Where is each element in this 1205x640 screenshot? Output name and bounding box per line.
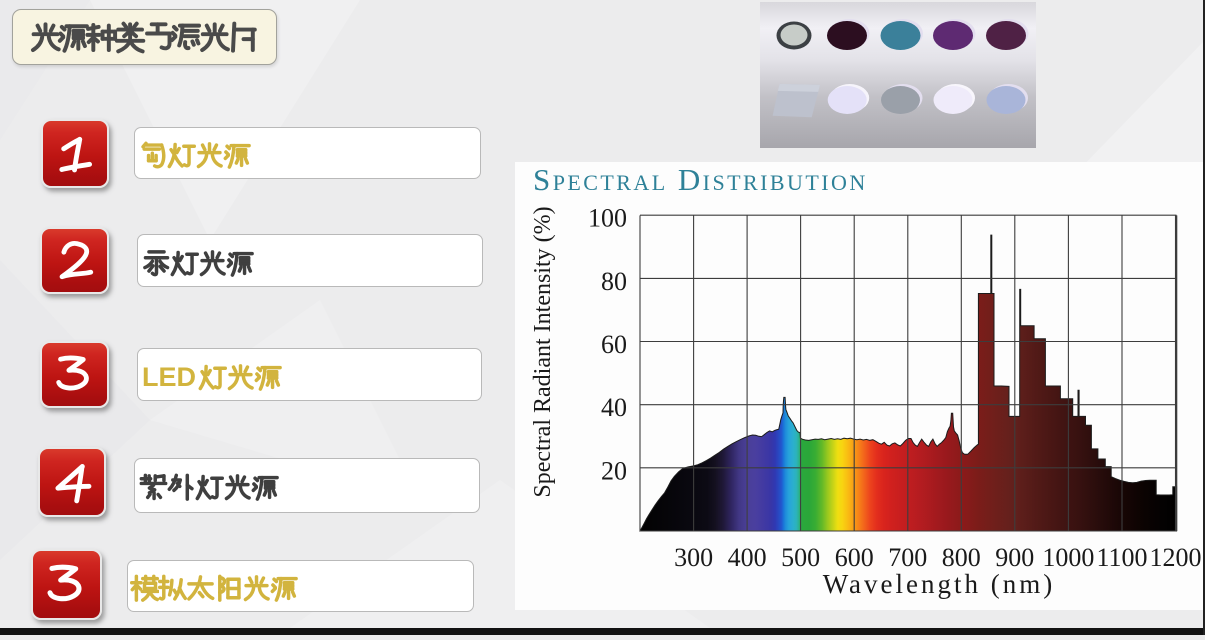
svg-text:100: 100 [588, 204, 627, 233]
svg-text:80: 80 [601, 267, 627, 296]
svg-text:300: 300 [674, 543, 713, 572]
svg-text:Spectral Radiant Intensity (%): Spectral Radiant Intensity (%) [530, 206, 556, 497]
svg-text:60: 60 [601, 330, 627, 359]
svg-text:900: 900 [995, 543, 1034, 572]
svg-text:20: 20 [601, 456, 627, 485]
svg-text:40: 40 [601, 393, 627, 422]
svg-text:800: 800 [942, 543, 981, 572]
svg-text:Wavelength (nm): Wavelength (nm) [823, 569, 1056, 599]
svg-text:1100: 1100 [1096, 543, 1147, 572]
svg-text:LED: LED [142, 362, 196, 392]
svg-text:1000: 1000 [1042, 543, 1094, 572]
svg-text:500: 500 [781, 543, 820, 572]
svg-text:Spectral Distribution: Spectral Distribution [533, 162, 868, 197]
svg-text:400: 400 [728, 543, 767, 572]
svg-text:700: 700 [888, 543, 927, 572]
svg-text:600: 600 [835, 543, 874, 572]
svg-text:1200: 1200 [1150, 543, 1202, 572]
